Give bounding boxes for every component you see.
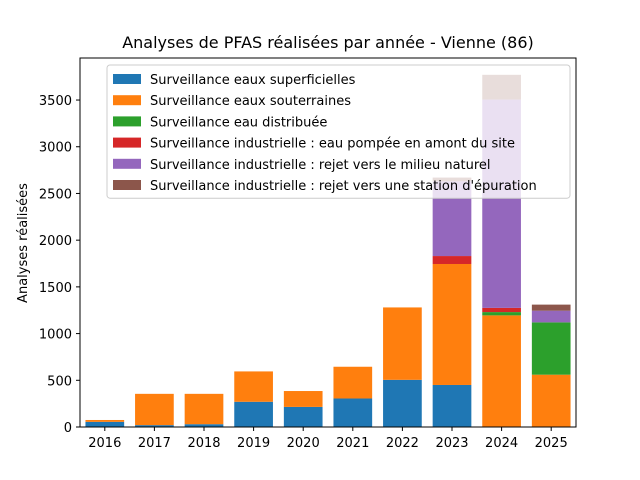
x-tick-label-2017: 2017 [138,436,171,451]
bar-2024-series-2 [482,315,521,427]
x-tick-label-2020: 2020 [287,436,320,451]
legend: Surveillance eaux superficielles Surveill… [106,64,571,199]
bar-2023-series-4 [432,256,472,264]
bar-2021-series-2 [333,366,373,399]
x-tick-label-2024: 2024 [485,436,518,451]
y-tick-label-2000: 2000 [39,234,72,249]
legend-label-4: Surveillance industrielle : eau pompée e… [150,137,515,152]
bar-2022-series-2 [383,307,422,380]
bars-group [85,74,571,427]
legend-swatch-5 [113,158,141,169]
bar-2017-series-2 [135,393,174,426]
bar-2016-series-2 [85,419,125,422]
bar-2016-series-1 [85,421,125,427]
bar-2023-series-2 [432,263,472,385]
bar-2018-series-1 [184,424,224,427]
bar-2025-series-5 [531,310,571,323]
bar-2023-series-1 [432,384,472,427]
x-tick-label-2019: 2019 [237,436,270,451]
x-tick-label-2025: 2025 [535,436,568,451]
legend-swatch-6 [113,180,141,190]
y-tick-label-1000: 1000 [39,328,72,343]
legend-frame [106,64,571,199]
legend-label-5: Surveillance industrielle : rejet vers l… [150,158,491,173]
x-tick-label-2016: 2016 [88,436,121,451]
legend-label-2: Surveillance eaux souterraines [150,94,351,109]
y-tick-label-500: 500 [47,374,72,389]
x-tick-label-2018: 2018 [187,436,220,451]
legend-swatch-2 [113,95,141,106]
chart-title: Analyses de PFAS réalisées par année - V… [122,33,534,52]
bar-2022-series-1 [383,379,422,427]
y-tick-label-0: 0 [64,421,72,436]
bar-2021-series-1 [333,398,373,427]
bar-2019-series-2 [234,371,273,402]
x-tick-label-2022: 2022 [386,436,419,451]
plot-frame [79,57,577,428]
legend-swatch-4 [113,137,141,148]
bar-2019-series-1 [234,401,273,427]
x-tick-label-2021: 2021 [336,436,369,451]
bar-2017-series-1 [135,425,174,427]
bar-2024-series-3 [482,312,521,316]
legend-swatch-1 [113,74,141,84]
y-tick-label-3000: 3000 [39,141,72,156]
legend-label-1: Surveillance eaux superficielles [150,73,356,88]
y-tick-label-3500: 3500 [39,94,72,109]
bar-2025-series-3 [531,322,571,375]
y-tick-label-1500: 1500 [39,281,72,296]
legend-label-6: Surveillance industrielle : rejet vers u… [150,179,537,194]
bar-2020-series-1 [283,406,323,427]
bar-2024-series-4 [482,307,521,313]
bar-2025-series-6 [531,304,571,311]
bar-2025-series-2 [531,374,571,427]
y-tick-label-2500: 2500 [39,187,72,202]
y-axis-label: Analyses réalisées [16,183,31,303]
axes-group: 2016 2017 2018 2019 2020 2021 2022 2023 2024 2025… [39,57,577,451]
bar-2018-series-2 [184,393,224,425]
bar-2020-series-2 [283,391,323,407]
legend-swatch-3 [113,116,141,127]
x-tick-label-2023: 2023 [435,436,468,451]
legend-label-3: Surveillance eau distribuée [150,115,327,130]
